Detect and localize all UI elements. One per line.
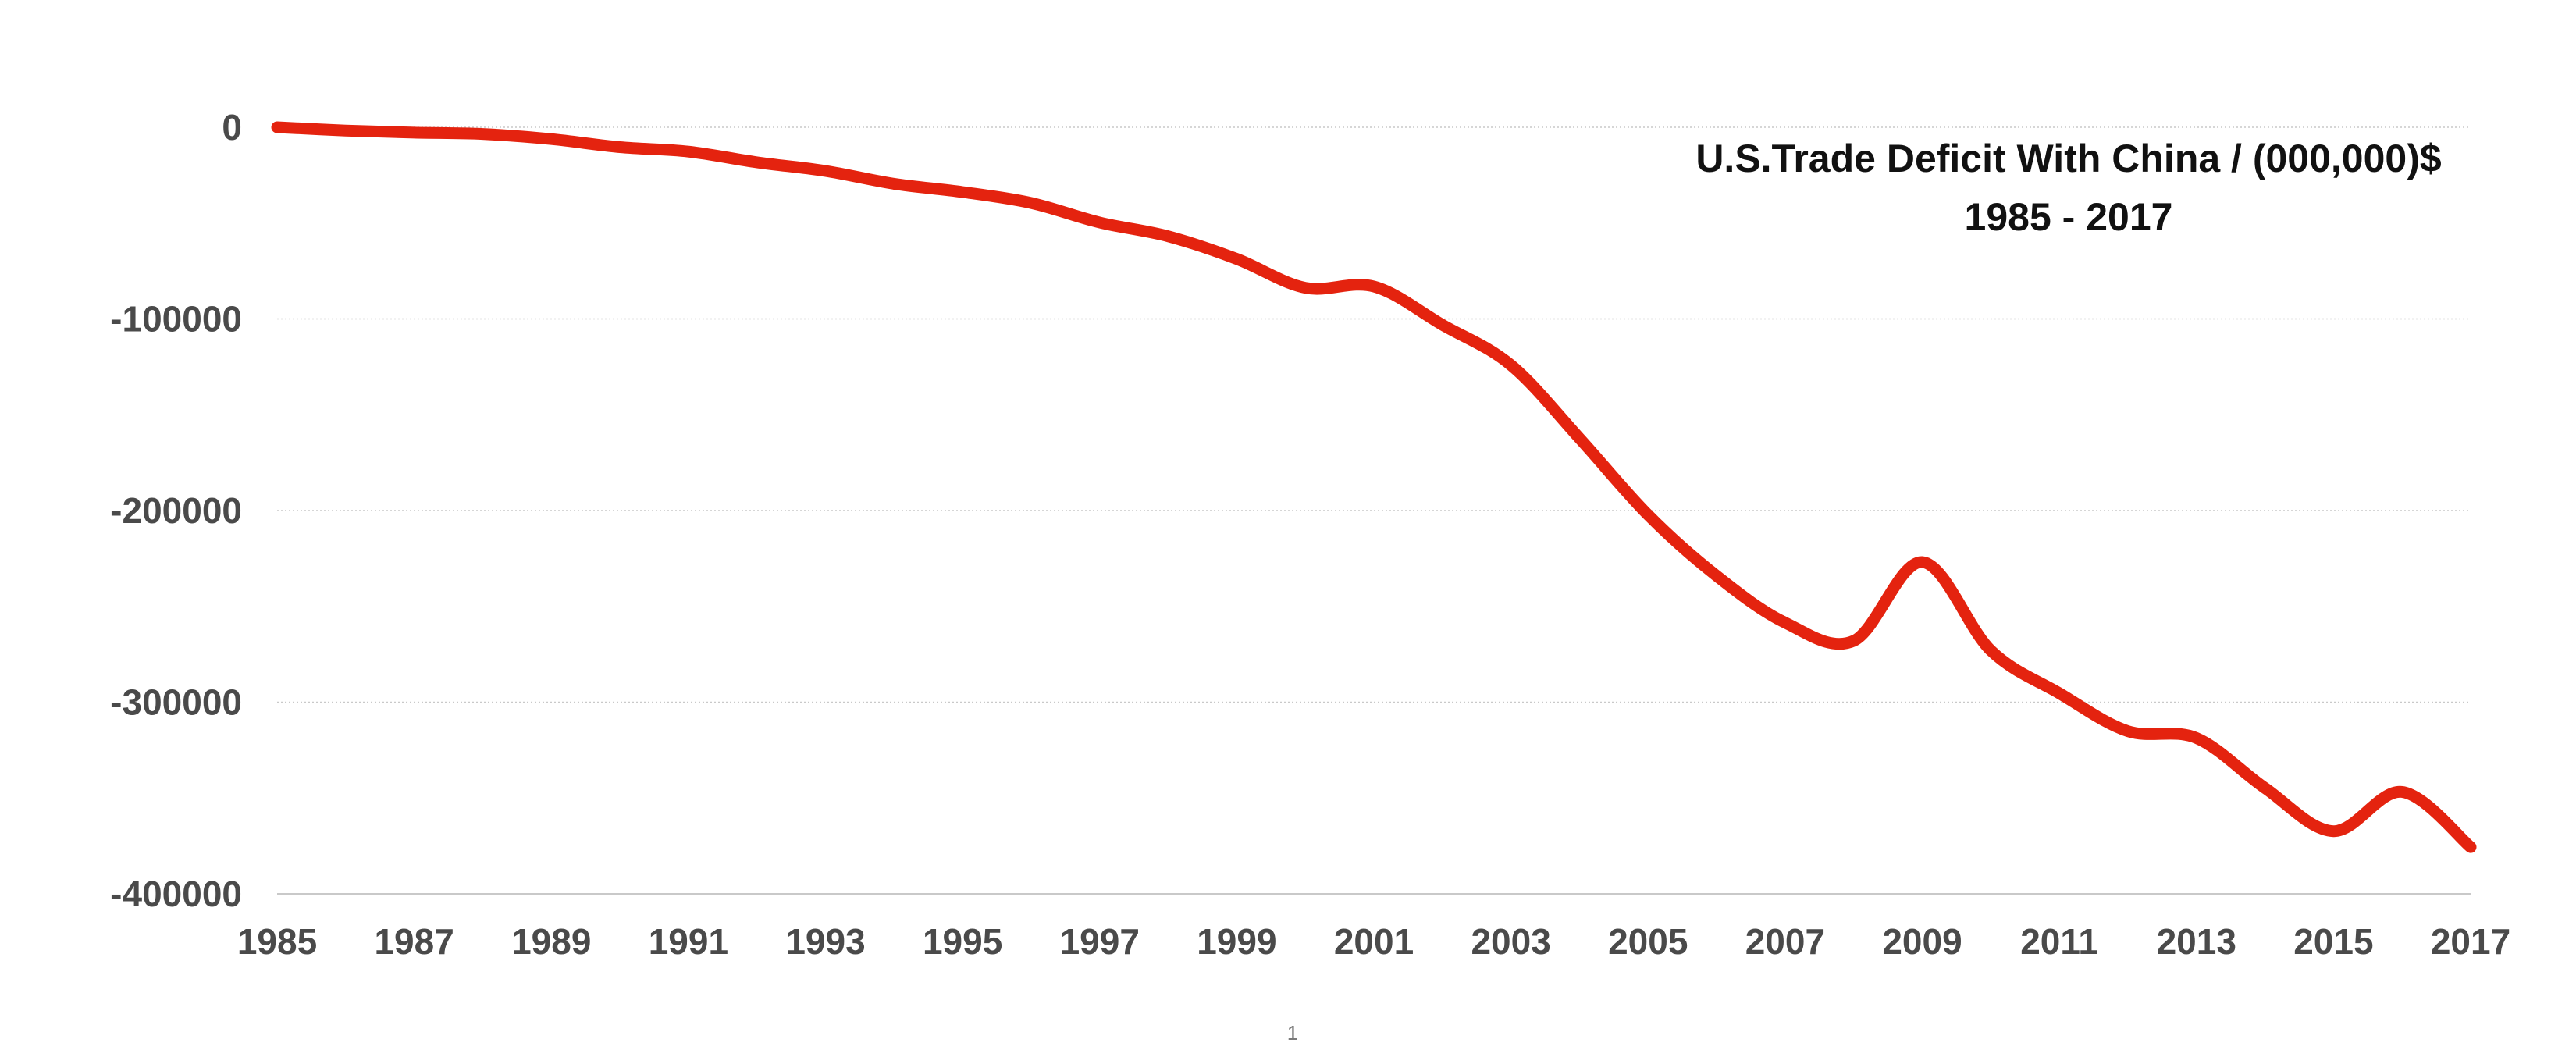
data-point-2007 [1781,618,1790,628]
x-tick-label: 1999 [1197,921,1276,962]
data-point-2010 [1986,646,1995,655]
data-point-2014 [2261,784,2270,793]
data-point-2005 [1643,511,1653,520]
data-point-1996 [1026,198,1036,208]
x-tick-label: 2001 [1334,921,1414,962]
series-layer [271,121,2477,853]
y-tick-label: -200000 [110,490,242,531]
data-point-1999 [1232,254,1241,264]
x-tick-label: 2009 [1882,921,1962,962]
data-point-2001 [1369,282,1379,291]
x-tick-label: 2015 [2293,921,2373,962]
x-axis-tick-labels: 1985 1987 1989 1991 1993 1995 1997 1999 2001 2003… [237,921,2510,962]
data-point-2017 [2466,842,2475,852]
data-point-1997 [1095,218,1105,227]
data-point-1989 [546,134,556,144]
gridlines [277,126,2471,895]
data-point-1995 [958,187,967,197]
series-line-0 [271,121,2477,853]
data-point-2004 [1574,433,1584,443]
chart-subtitle: 1985 - 2017 [1965,195,2173,239]
data-point-2015 [2329,827,2338,836]
y-tick-label: 0 [222,107,242,148]
data-point-2000 [1300,283,1310,293]
chart-title: U.S.Trade Deficit With China / (000,000)… [1695,137,2442,180]
data-point-1986 [341,126,350,135]
data-point-2009 [1918,557,1927,567]
y-tick-label: -100000 [110,299,242,340]
data-point-2008 [1849,636,1859,646]
x-tick-label: 2017 [2431,921,2510,962]
data-point-2013 [2192,733,2201,742]
data-point-2002 [1438,320,1447,329]
data-point-2003 [1507,361,1516,370]
data-point-1992 [753,158,762,167]
data-point-1993 [821,166,831,176]
data-point-2012 [2123,727,2133,736]
page-number: 1 [1287,1021,1298,1045]
data-point-1991 [684,147,693,156]
x-tick-label: 1997 [1060,921,1140,962]
data-point-2011 [2055,689,2064,698]
data-point-2006 [1712,571,1721,581]
y-tick-label: -300000 [110,682,242,723]
y-tick-label: -400000 [110,874,242,914]
x-tick-label: 1985 [237,921,317,962]
chart-title-block: U.S.Trade Deficit With China / (000,000)… [1695,137,2442,239]
data-point-1994 [889,179,898,188]
x-tick-label: 2011 [2020,921,2098,962]
x-tick-label: 2013 [2157,921,2236,962]
data-point-1988 [478,130,487,139]
data-point-2016 [2397,787,2407,796]
data-point-1987 [410,128,419,137]
x-tick-label: 1995 [923,921,1002,962]
data-point-1990 [615,143,624,152]
data-point-1985 [272,123,282,132]
x-tick-label: 1993 [785,921,865,962]
x-tick-label: 1991 [649,921,728,962]
x-tick-label: 1987 [374,921,454,962]
y-axis-tick-labels: 0 -100000 -200000 -300000 -400000 [110,107,242,914]
x-tick-label: 1989 [511,921,591,962]
x-tick-label: 2003 [1471,921,1550,962]
x-tick-label: 2007 [1745,921,1825,962]
x-tick-label: 2005 [1608,921,1688,962]
data-point-1998 [1164,232,1173,241]
